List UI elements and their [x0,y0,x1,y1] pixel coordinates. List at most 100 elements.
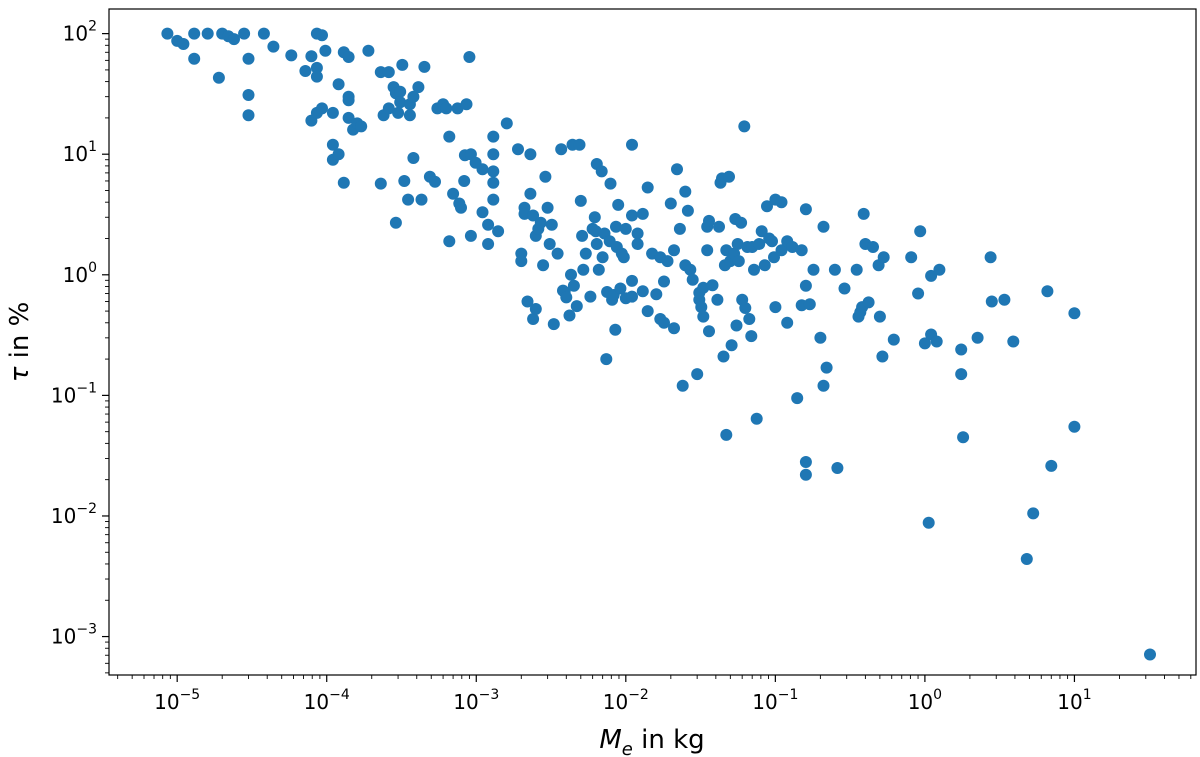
data-point-51 [394,85,407,98]
data-point-155 [626,274,638,287]
data-point-269 [955,343,968,356]
data-point-170 [668,244,680,257]
data-point-178 [684,263,697,276]
x-tick-label: 101 [1057,687,1091,714]
data-point-112 [551,247,564,260]
data-point-8 [238,27,251,40]
data-point-116 [560,291,573,304]
data-point-85 [487,130,500,143]
data-point-257 [876,350,889,363]
data-point-146 [612,198,625,211]
data-point-12 [212,71,225,84]
data-point-103 [529,303,542,315]
data-point-199 [723,170,735,183]
data-point-133 [592,263,605,276]
data-point-59 [407,90,420,103]
data-point-46 [382,66,395,79]
data-point-270 [955,368,968,381]
data-point-231 [791,392,804,405]
data-point-18 [305,50,318,63]
data-point-68 [443,130,456,143]
data-point-280 [1045,459,1058,472]
y-tick-label: 10−1 [51,380,97,407]
data-point-113 [555,143,568,156]
data-point-73 [455,201,467,214]
data-point-167 [658,316,670,329]
data-point-197 [720,428,733,441]
data-point-60 [412,81,425,94]
data-point-14 [242,89,255,101]
data-point-32 [332,78,345,91]
data-point-232 [795,244,808,257]
data-point-36 [342,111,355,124]
data-point-174 [676,379,689,392]
data-point-150 [619,222,632,235]
data-point-107 [539,170,552,183]
data-point-109 [543,238,556,250]
data-point-40 [355,120,368,133]
data-point-94 [515,255,528,268]
data-point-244 [828,263,841,276]
data-point-206 [732,255,745,268]
data-point-64 [429,175,441,188]
data-point-101 [527,209,540,222]
data-point-264 [922,516,935,529]
data-point-245 [831,462,844,474]
data-point-168 [661,255,674,268]
data-point-91 [500,117,513,130]
data-point-243 [820,361,833,374]
data-point-229 [781,316,794,329]
x-tick-label: 10−4 [304,687,350,714]
data-point-153 [626,209,638,222]
data-point-267 [930,335,943,348]
data-point-240 [814,331,827,344]
data-point-278 [1027,507,1040,520]
data-point-166 [658,275,670,288]
data-point-30 [332,148,345,161]
data-point-272 [971,331,984,344]
data-point-84 [482,238,495,250]
data-point-98 [524,187,537,200]
data-point-212 [743,313,756,325]
data-point-41 [362,44,375,57]
data-point-52 [394,96,407,109]
data-point-279 [1041,285,1054,298]
data-point-77 [463,51,476,63]
data-point-189 [703,214,715,227]
data-point-173 [673,222,686,235]
data-point-118 [565,268,577,281]
data-point-147 [614,282,627,295]
data-point-125 [577,263,590,276]
data-point-260 [905,251,918,264]
data-point-43 [374,177,387,190]
data-point-218 [755,225,768,238]
data-point-134 [595,165,608,178]
data-point-90 [492,225,505,238]
data-point-188 [703,325,715,338]
data-point-16 [285,49,298,62]
data-point-216 [750,412,763,425]
data-point-123 [574,194,587,207]
x-axis-ticks: 10−5 10−4 10−3 10−2 10−1 100 101 [117,675,1192,714]
data-point-61 [415,193,428,206]
data-point-2 [177,38,190,50]
data-point-87 [487,193,500,206]
data-point-17 [299,65,312,77]
data-point-57 [403,109,416,122]
x-tick-label: 10−1 [752,687,798,714]
data-point-235 [799,468,812,481]
plot-frame [108,8,1197,676]
data-point-256 [873,310,886,323]
data-point-209 [738,120,751,133]
data-point-137 [600,353,613,366]
data-point-9 [257,27,270,40]
data-point-230 [786,241,799,253]
data-point-124 [576,229,589,242]
data-point-223 [768,251,780,264]
data-point-97 [521,295,534,308]
data-point-144 [610,220,622,233]
data-point-179 [686,273,699,286]
data-point-140 [604,177,617,190]
data-point-149 [617,251,630,264]
